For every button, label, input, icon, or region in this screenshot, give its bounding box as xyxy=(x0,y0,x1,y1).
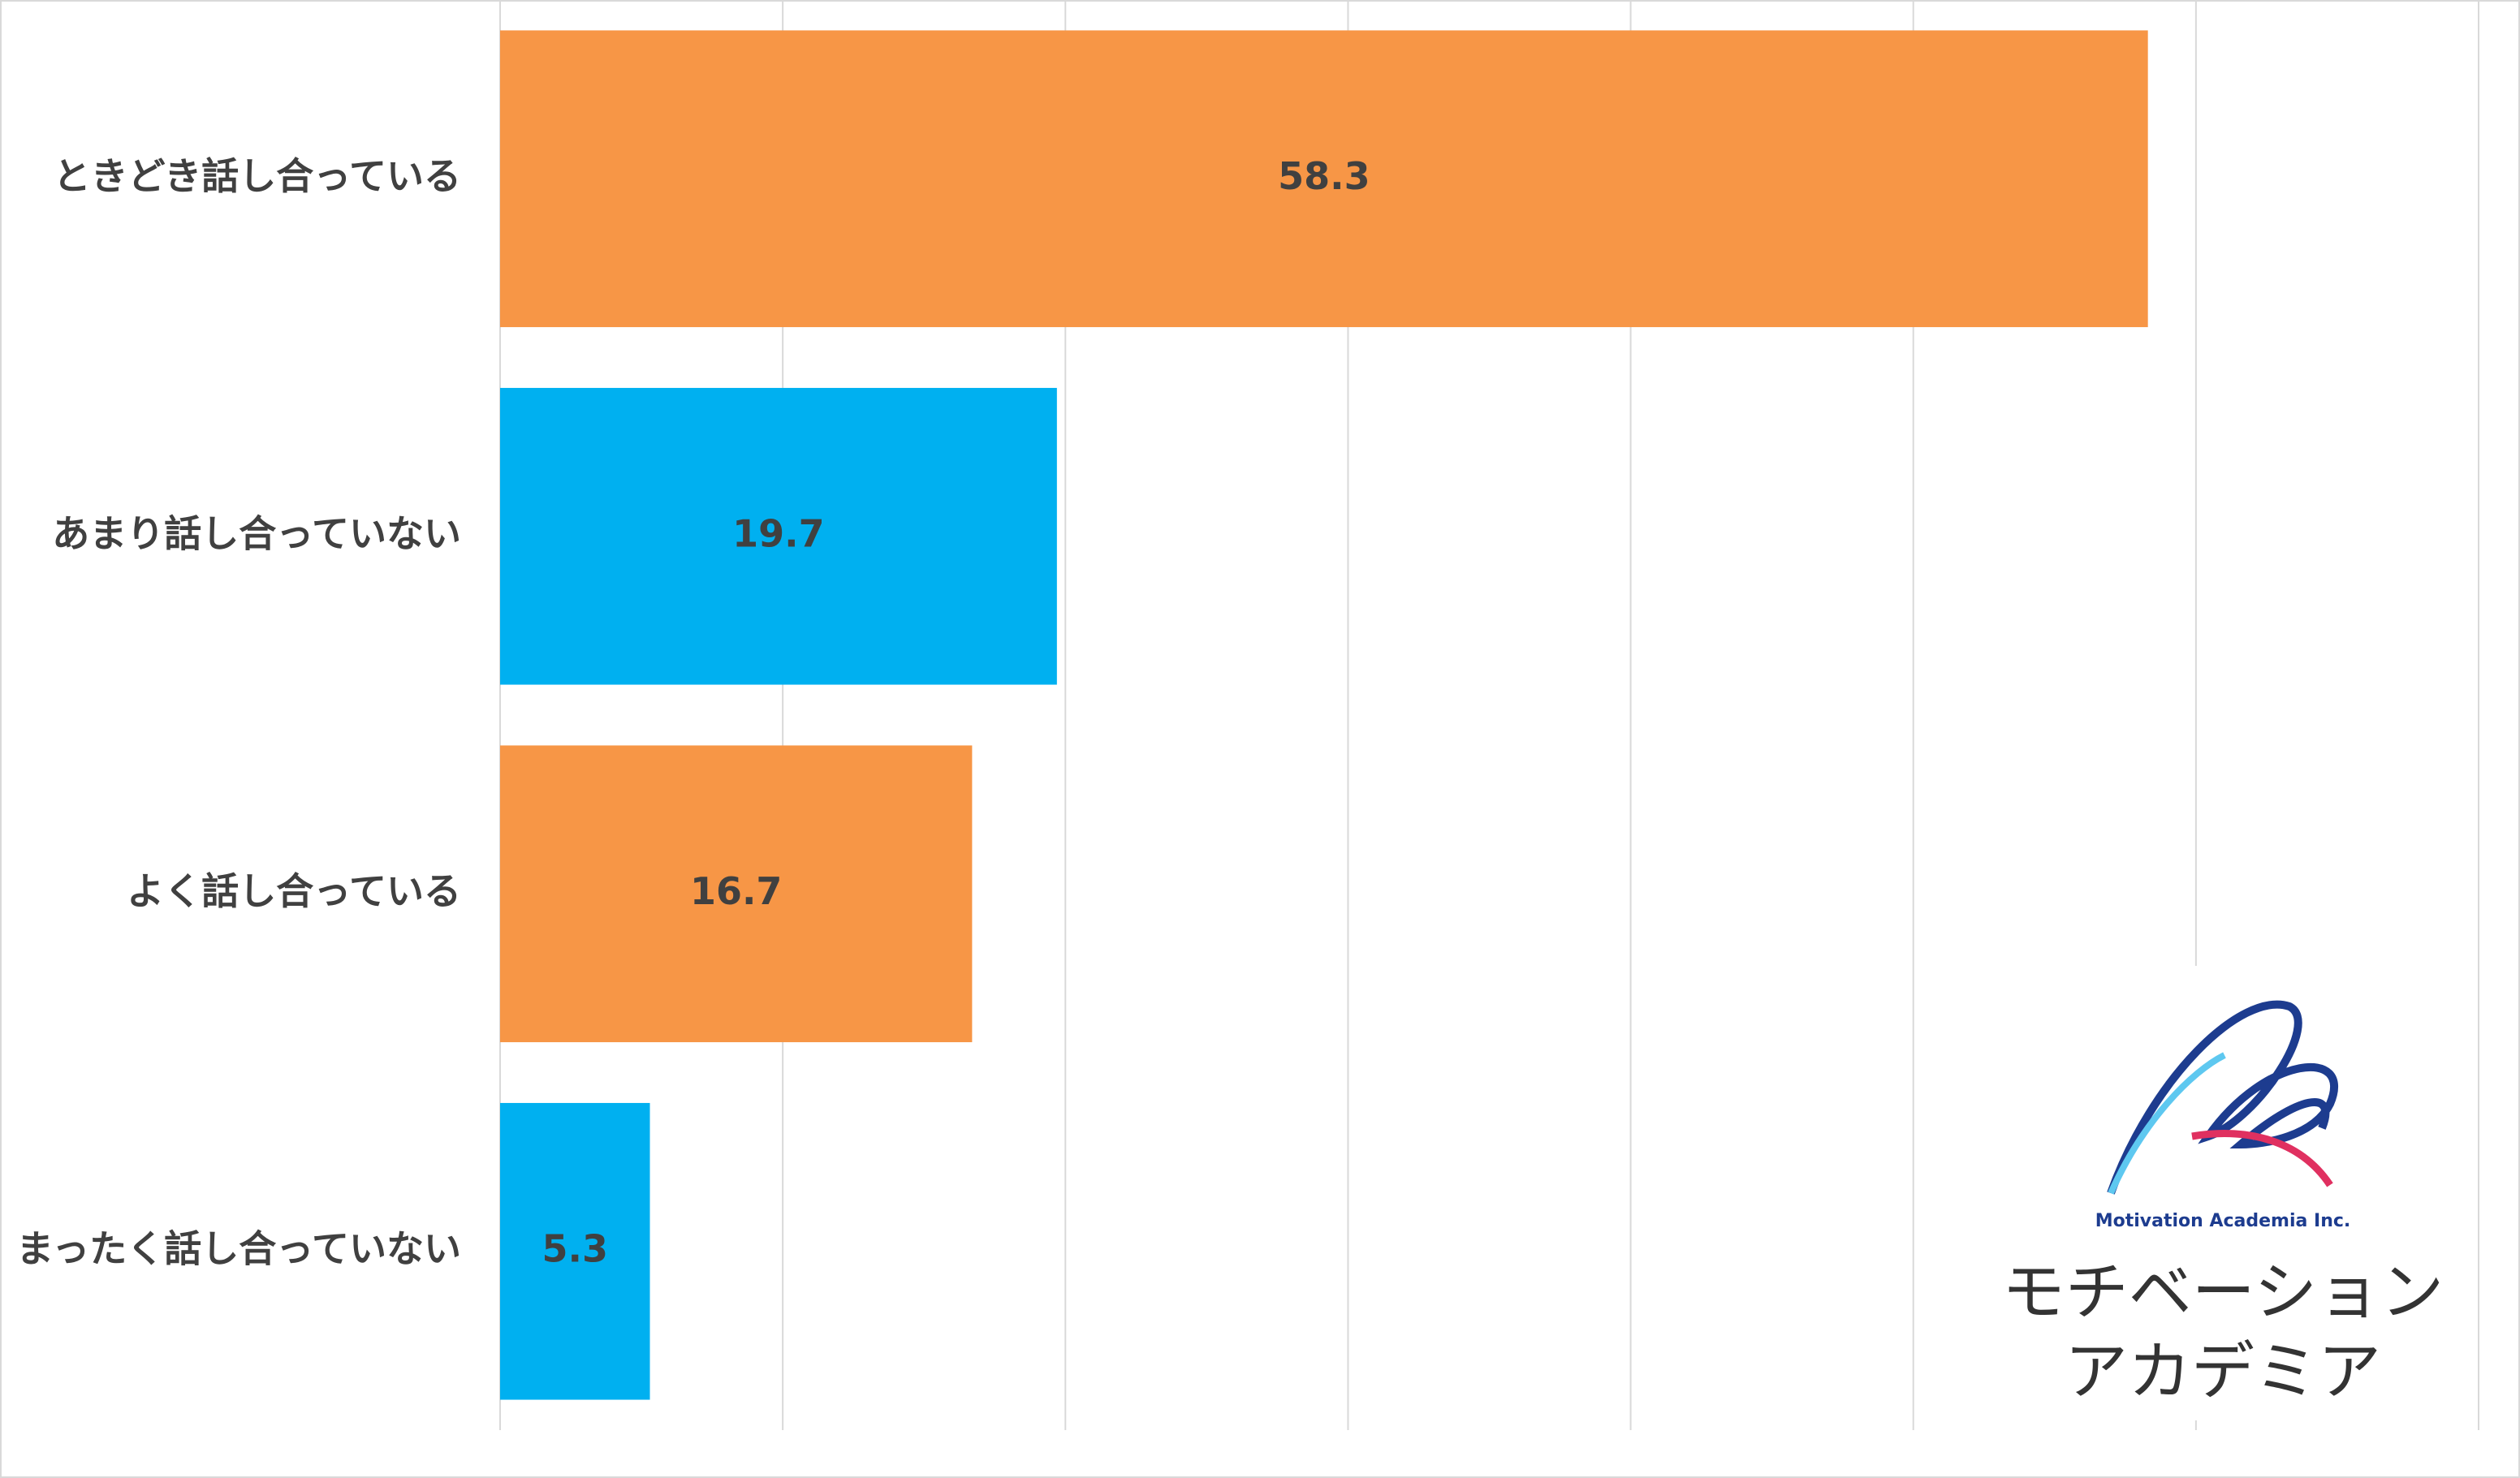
bar xyxy=(500,387,1057,685)
bar xyxy=(500,1102,650,1400)
logo-name: モチベーション xyxy=(2002,1256,2444,1329)
logo-swirl xyxy=(2191,1130,2333,1187)
bar xyxy=(500,30,2148,328)
logo: Motivation Academia Inc. モチベーション アカデミア xyxy=(2002,966,2468,1420)
logo-background xyxy=(2078,966,2468,1420)
y-tick-label: まったく話し合っていない xyxy=(16,1226,461,1270)
value-label: 16.7 xyxy=(690,869,783,913)
logo-name: アカデミア xyxy=(2065,1335,2381,1408)
y-tick-label: ときどき話し合っている xyxy=(54,154,461,198)
value-label: 19.7 xyxy=(732,511,825,555)
value-label: 5.3 xyxy=(542,1226,609,1270)
value-label: 58.3 xyxy=(1278,154,1370,198)
y-tick-label: よく話し合っている xyxy=(127,869,461,913)
logo-swirl xyxy=(2108,1052,2226,1195)
bars: ときどき話し合っている 58.3 あまり話し合っていない 19.7 よく話し合っている 1… xyxy=(16,30,2148,1400)
bar xyxy=(500,745,973,1043)
logo-tagline: Motivation Academia Inc. xyxy=(2095,1211,2351,1231)
y-tick-label: あまり話し合っていない xyxy=(52,511,461,555)
